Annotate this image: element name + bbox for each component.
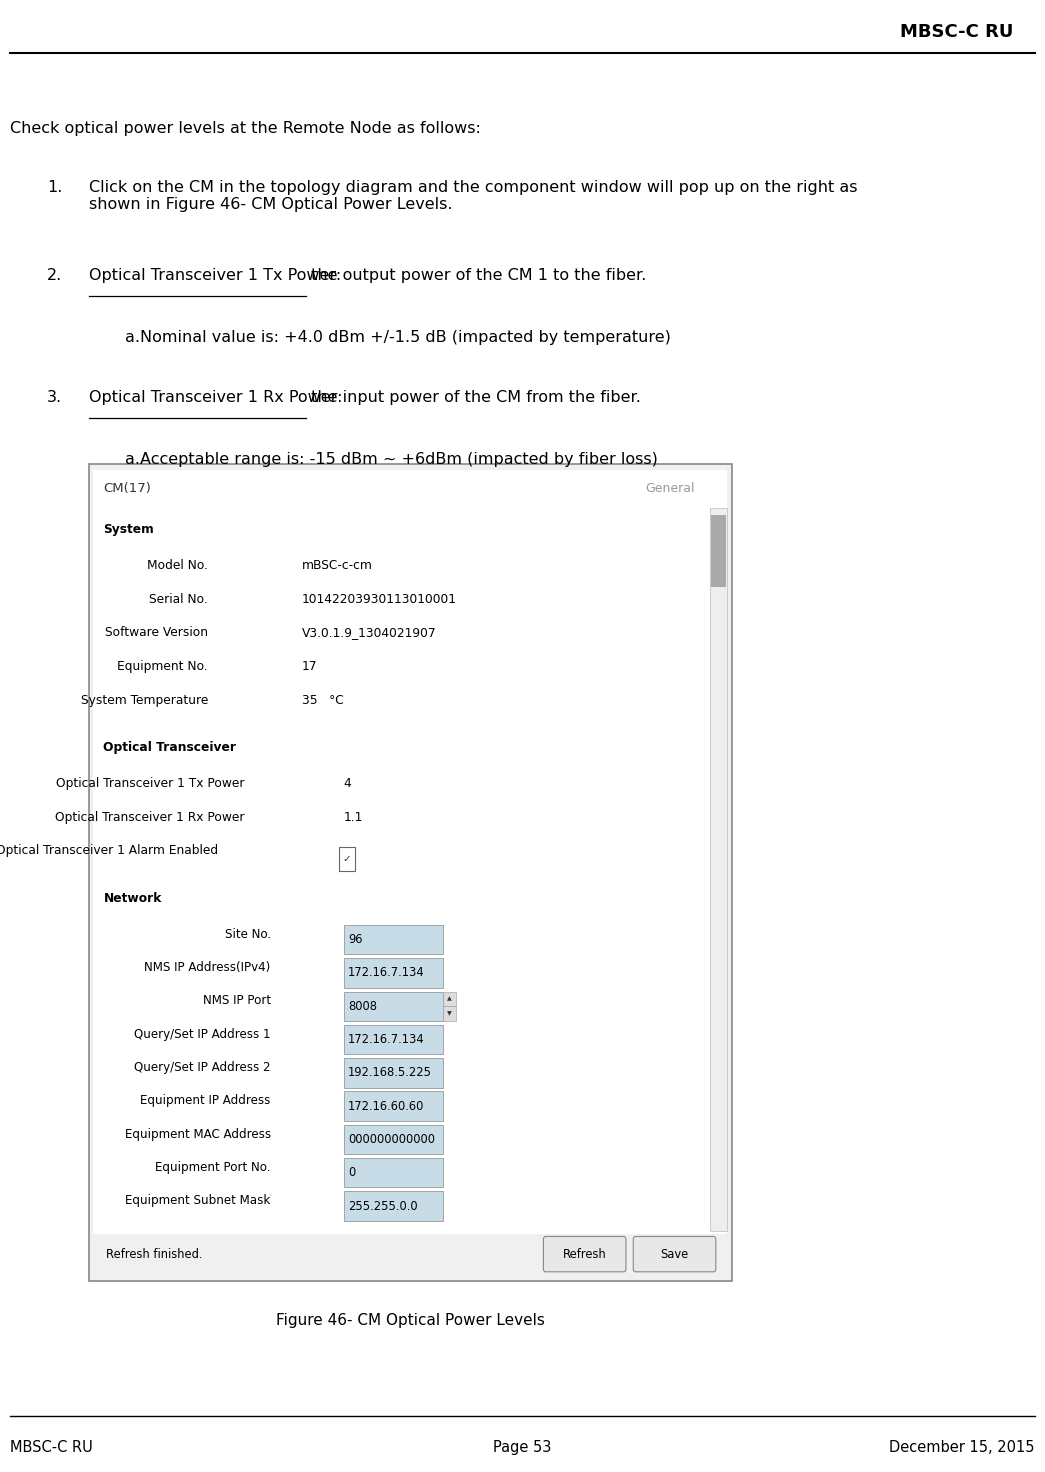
Text: 35   °C: 35 °C bbox=[302, 693, 344, 707]
Text: Software Version: Software Version bbox=[104, 626, 208, 639]
Text: CM(17): CM(17) bbox=[103, 483, 152, 495]
FancyBboxPatch shape bbox=[344, 1058, 443, 1088]
Text: Equipment Port No.: Equipment Port No. bbox=[155, 1161, 271, 1175]
Text: General: General bbox=[646, 483, 695, 495]
Text: MBSC-C RU: MBSC-C RU bbox=[10, 1440, 93, 1454]
FancyBboxPatch shape bbox=[344, 1125, 443, 1154]
FancyBboxPatch shape bbox=[344, 1025, 443, 1054]
FancyBboxPatch shape bbox=[339, 848, 355, 871]
Text: V3.0.1.9_1304021907: V3.0.1.9_1304021907 bbox=[302, 626, 437, 639]
Text: 172.16.7.134: 172.16.7.134 bbox=[348, 967, 424, 979]
Text: 2.: 2. bbox=[47, 268, 63, 283]
Text: 4: 4 bbox=[344, 777, 351, 790]
FancyBboxPatch shape bbox=[93, 470, 727, 1275]
Text: 17: 17 bbox=[302, 659, 318, 673]
FancyBboxPatch shape bbox=[344, 1091, 443, 1120]
FancyBboxPatch shape bbox=[344, 924, 443, 954]
Text: mBSC-c-cm: mBSC-c-cm bbox=[302, 559, 373, 573]
Text: 96: 96 bbox=[348, 933, 363, 946]
Text: Model No.: Model No. bbox=[147, 559, 208, 573]
FancyBboxPatch shape bbox=[344, 1191, 443, 1220]
FancyBboxPatch shape bbox=[710, 508, 727, 1231]
Text: 10142203930113010001: 10142203930113010001 bbox=[302, 593, 457, 605]
Text: Equipment No.: Equipment No. bbox=[117, 659, 208, 673]
Text: 255.255.0.0: 255.255.0.0 bbox=[348, 1200, 418, 1213]
Text: System Temperature: System Temperature bbox=[80, 693, 208, 707]
FancyBboxPatch shape bbox=[711, 515, 726, 587]
Text: Check optical power levels at the Remote Node as follows:: Check optical power levels at the Remote… bbox=[10, 121, 482, 135]
Text: Save: Save bbox=[660, 1248, 689, 1260]
Text: 1.1: 1.1 bbox=[344, 811, 364, 824]
Text: Equipment Subnet Mask: Equipment Subnet Mask bbox=[125, 1194, 271, 1207]
Text: Refresh finished.: Refresh finished. bbox=[106, 1248, 202, 1260]
FancyBboxPatch shape bbox=[93, 1234, 727, 1275]
Text: ▲: ▲ bbox=[447, 997, 451, 1001]
FancyBboxPatch shape bbox=[543, 1236, 626, 1272]
Text: MBSC-C RU: MBSC-C RU bbox=[901, 24, 1014, 41]
FancyBboxPatch shape bbox=[344, 992, 443, 1022]
Text: Optical Transceiver 1 Rx Power:: Optical Transceiver 1 Rx Power: bbox=[89, 390, 343, 405]
Text: Click on the CM in the topology diagram and the component window will pop up on : Click on the CM in the topology diagram … bbox=[89, 180, 857, 212]
Text: a.Nominal value is: +4.0 dBm +/-1.5 dB (impacted by temperature): a.Nominal value is: +4.0 dBm +/-1.5 dB (… bbox=[125, 330, 671, 344]
Text: Network: Network bbox=[103, 892, 162, 904]
FancyBboxPatch shape bbox=[344, 1158, 443, 1188]
FancyBboxPatch shape bbox=[443, 992, 456, 1007]
Text: 0: 0 bbox=[348, 1166, 355, 1179]
Text: 000000000000: 000000000000 bbox=[348, 1133, 435, 1145]
Text: Optical Transceiver 1 Tx Power:: Optical Transceiver 1 Tx Power: bbox=[89, 268, 341, 283]
Text: December 15, 2015: December 15, 2015 bbox=[889, 1440, 1035, 1454]
Text: Page 53: Page 53 bbox=[493, 1440, 552, 1454]
Text: Optical Transceiver: Optical Transceiver bbox=[103, 740, 236, 754]
FancyBboxPatch shape bbox=[633, 1236, 716, 1272]
Text: 1.: 1. bbox=[47, 180, 63, 194]
Text: Refresh: Refresh bbox=[563, 1248, 606, 1260]
Text: ✓: ✓ bbox=[343, 854, 351, 864]
Text: System: System bbox=[103, 523, 155, 536]
Text: Site No.: Site No. bbox=[225, 927, 271, 941]
FancyBboxPatch shape bbox=[89, 464, 732, 1281]
Text: Optical Transceiver 1 Tx Power: Optical Transceiver 1 Tx Power bbox=[56, 777, 245, 790]
Text: 3.: 3. bbox=[47, 390, 62, 405]
Text: Optical Transceiver 1 Rx Power: Optical Transceiver 1 Rx Power bbox=[55, 811, 245, 824]
Text: ▼: ▼ bbox=[447, 1011, 451, 1016]
Text: 172.16.7.134: 172.16.7.134 bbox=[348, 1033, 424, 1047]
Text: 192.168.5.225: 192.168.5.225 bbox=[348, 1066, 432, 1079]
Text: Optical Transceiver 1 Alarm Enabled: Optical Transceiver 1 Alarm Enabled bbox=[0, 845, 218, 857]
Text: Query/Set IP Address 2: Query/Set IP Address 2 bbox=[134, 1061, 271, 1075]
Text: 172.16.60.60: 172.16.60.60 bbox=[348, 1100, 424, 1113]
Text: Equipment MAC Address: Equipment MAC Address bbox=[124, 1128, 271, 1141]
Text: NMS IP Port: NMS IP Port bbox=[203, 995, 271, 1007]
Text: Query/Set IP Address 1: Query/Set IP Address 1 bbox=[134, 1027, 271, 1041]
FancyBboxPatch shape bbox=[344, 958, 443, 988]
Text: 8008: 8008 bbox=[348, 999, 377, 1013]
Text: Equipment IP Address: Equipment IP Address bbox=[140, 1094, 271, 1107]
Text: a.Acceptable range is: -15 dBm ~ +6dBm (impacted by fiber loss): a.Acceptable range is: -15 dBm ~ +6dBm (… bbox=[125, 452, 658, 467]
Text: NMS IP Address(IPv4): NMS IP Address(IPv4) bbox=[144, 961, 271, 974]
FancyBboxPatch shape bbox=[443, 1007, 456, 1022]
Text: the output power of the CM 1 to the fiber.: the output power of the CM 1 to the fibe… bbox=[306, 268, 646, 283]
Text: Figure 46- CM Optical Power Levels: Figure 46- CM Optical Power Levels bbox=[276, 1313, 544, 1328]
Text: the input power of the CM from the fiber.: the input power of the CM from the fiber… bbox=[306, 390, 641, 405]
Text: Serial No.: Serial No. bbox=[149, 593, 208, 605]
